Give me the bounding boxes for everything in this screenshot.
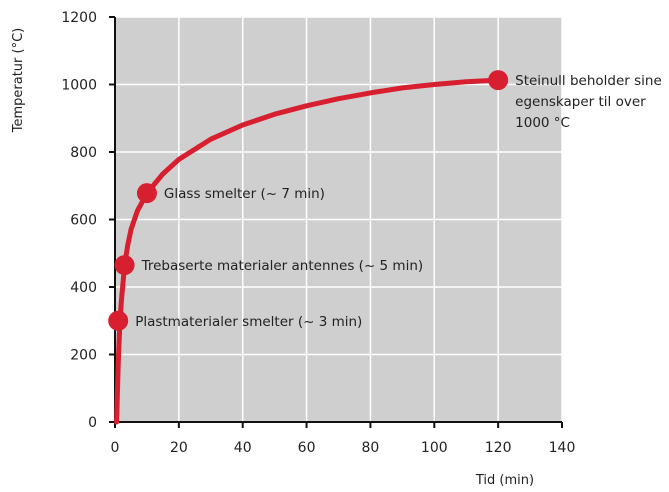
annotation-line: 1000 °C (515, 115, 570, 131)
y-tick-label: 1200 (61, 10, 97, 26)
axes (109, 16, 563, 428)
x-tick-label: 60 (298, 440, 316, 456)
x-tick-label: 140 (549, 440, 576, 456)
y-tick-label: 400 (70, 280, 97, 296)
y-tick-label: 600 (70, 213, 97, 229)
x-tick-label: 80 (362, 440, 380, 456)
x-tick-label: 100 (421, 440, 448, 456)
x-tick-label: 120 (485, 440, 512, 456)
annotation-label: Plastmaterialer smelter (~ 3 min) (135, 314, 362, 330)
y-tick-label: 200 (70, 348, 97, 364)
annotation-line: Glass smelter (~ 7 min) (164, 186, 325, 202)
temperature-curve (114, 77, 501, 425)
annotation-marker (136, 183, 157, 204)
x-axis-label: Tid (min) (475, 473, 534, 488)
tick-labels: 0 20 40 60 80 100 120 140 0 200 400 600 800 1000 1200 (61, 10, 575, 456)
annotation-line: Steinull beholder sine (515, 73, 662, 89)
x-tick-label: 40 (234, 440, 252, 456)
grid (115, 16, 563, 422)
x-tick-label: 0 (111, 440, 120, 456)
y-tick-label: 0 (88, 415, 97, 431)
annotation-label: Steinull beholder sine egenskaper til ove… (515, 73, 662, 131)
x-tick-label: 20 (170, 440, 188, 456)
annotation-marker (108, 310, 129, 331)
y-tick-label: 800 (70, 145, 97, 161)
annotation-line: egenskaper til over (515, 94, 646, 110)
annotation-label: Glass smelter (~ 7 min) (164, 186, 325, 202)
annotation-line: Plastmaterialer smelter (~ 3 min) (135, 314, 362, 330)
y-axis-label: Temperatur (°C) (11, 28, 26, 134)
annotation-label: Trebaserte materialer antennes (~ 5 min) (141, 258, 424, 274)
annotation-line: Trebaserte materialer antennes (~ 5 min) (141, 258, 424, 274)
y-tick-label: 1000 (61, 78, 97, 94)
annotation-marker (488, 70, 509, 91)
annotation-marker (114, 255, 135, 276)
annotations: Plastmaterialer smelter (~ 3 min) Trebase… (108, 70, 662, 331)
